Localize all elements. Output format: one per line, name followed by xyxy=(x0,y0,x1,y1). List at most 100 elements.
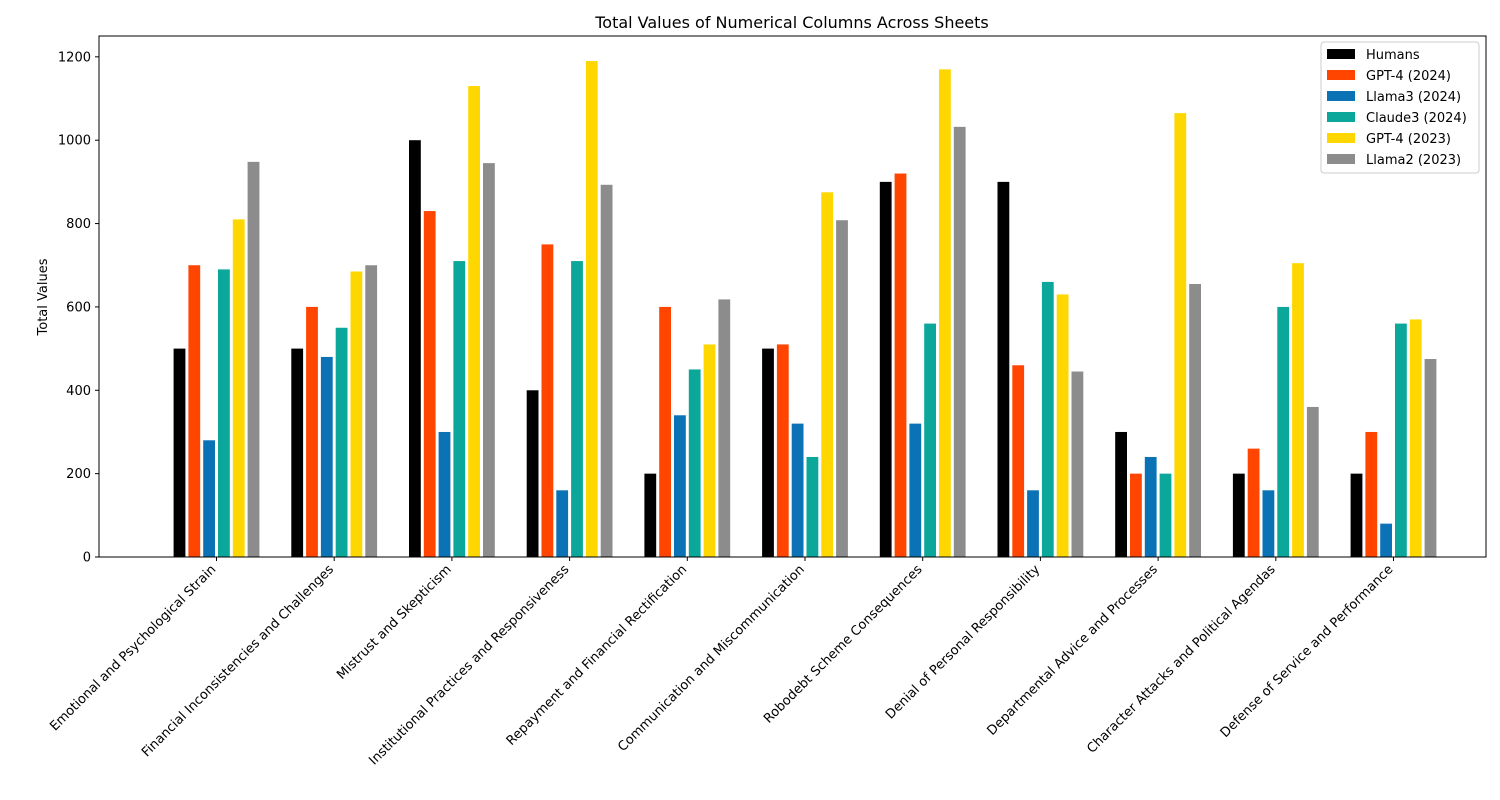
legend-swatch xyxy=(1327,133,1355,143)
legend-swatch xyxy=(1327,91,1355,101)
bar xyxy=(762,348,774,557)
bar xyxy=(438,431,451,557)
legend-swatch xyxy=(1327,112,1355,122)
bar xyxy=(247,161,260,557)
bar xyxy=(365,265,378,557)
legend-label: GPT-4 (2023) xyxy=(1366,132,1451,147)
legend-swatch xyxy=(1327,154,1355,164)
bar xyxy=(468,86,480,558)
legend-label: Humans xyxy=(1366,48,1420,63)
bar xyxy=(659,306,671,557)
y-axis: 0 200 400 600 800 1000 1200 xyxy=(58,50,99,566)
bar xyxy=(526,390,539,557)
bar xyxy=(924,323,936,557)
x-tick-label: Repayment and Financial Rectification xyxy=(504,562,690,748)
bar xyxy=(203,440,215,557)
y-tick-label: 1200 xyxy=(58,50,91,65)
bar xyxy=(232,219,245,557)
bar xyxy=(453,261,466,557)
bars xyxy=(173,61,1437,558)
bar xyxy=(350,271,363,557)
legend-label: GPT-4 (2024) xyxy=(1366,69,1451,84)
legend: Humans GPT-4 (2024) Llama3 (2024) Claude3 (… xyxy=(1320,41,1480,174)
y-tick-label: 200 xyxy=(66,467,91,482)
legend-label: Llama3 (2024) xyxy=(1366,90,1461,105)
bar xyxy=(483,163,495,557)
bar xyxy=(1130,473,1142,557)
y-tick-label: 800 xyxy=(66,217,91,232)
bar xyxy=(1424,359,1437,557)
x-tick-label: Communication and Miscommunication xyxy=(615,562,808,755)
bar xyxy=(1027,490,1039,557)
bar xyxy=(173,348,186,557)
bar xyxy=(703,344,716,557)
bar xyxy=(1306,406,1319,557)
bar xyxy=(1365,431,1378,557)
bar xyxy=(909,423,922,557)
bar xyxy=(585,61,598,557)
bar xyxy=(1380,523,1392,557)
bar xyxy=(674,415,686,557)
bar xyxy=(1350,473,1363,557)
bar xyxy=(879,181,892,557)
bar xyxy=(600,184,613,558)
y-axis-title: Total Values xyxy=(36,258,51,336)
chart-title: Total Values of Numerical Columns Across… xyxy=(594,13,989,32)
bar xyxy=(1174,113,1187,558)
plot-frame xyxy=(98,35,1487,558)
bar xyxy=(953,126,966,558)
bar xyxy=(997,181,1010,557)
x-tick-label: Character Attacks and Political Agendas xyxy=(1084,562,1278,756)
bar xyxy=(1071,371,1084,557)
bar xyxy=(320,356,333,557)
x-tick-label: Mistrust and Skepticism xyxy=(334,562,454,682)
bar xyxy=(1189,284,1201,557)
legend-swatch xyxy=(1327,49,1355,59)
bar xyxy=(291,348,304,557)
bar xyxy=(1012,365,1025,557)
bar xyxy=(821,192,834,558)
bar xyxy=(1232,473,1245,557)
x-tick-label: Financial Inconsistencies and Challenges xyxy=(139,562,337,760)
bar xyxy=(776,344,789,557)
bar xyxy=(791,423,804,557)
bar xyxy=(1409,319,1422,557)
y-tick-label: 1000 xyxy=(58,134,91,149)
y-tick-label: 400 xyxy=(66,384,91,399)
bar xyxy=(1395,323,1407,557)
bar xyxy=(1041,281,1054,557)
bar xyxy=(306,306,318,557)
bar xyxy=(409,140,421,557)
bar xyxy=(1262,490,1275,557)
bar xyxy=(1115,431,1127,557)
bar xyxy=(1159,473,1172,557)
bar xyxy=(688,369,701,557)
bar xyxy=(939,69,951,557)
bar xyxy=(806,456,819,557)
bar xyxy=(894,173,907,558)
y-tick-label: 0 xyxy=(83,551,91,566)
x-axis: Emotional and Psychological StrainFinanc… xyxy=(47,557,1396,768)
bar xyxy=(571,261,583,557)
bar xyxy=(423,211,436,557)
bar xyxy=(218,269,230,557)
legend-label: Llama2 (2023) xyxy=(1366,153,1461,168)
bar xyxy=(1292,263,1304,557)
bar xyxy=(541,244,554,557)
bar xyxy=(335,327,348,557)
legend-box xyxy=(1320,41,1480,174)
legend-swatch xyxy=(1327,70,1355,80)
bar xyxy=(836,220,848,558)
legend-label: Claude3 (2024) xyxy=(1366,111,1467,126)
y-tick-label: 600 xyxy=(66,300,91,315)
bar xyxy=(1056,294,1069,557)
bar xyxy=(556,490,569,557)
bar xyxy=(1277,306,1290,557)
bar xyxy=(188,265,201,557)
bar xyxy=(1144,456,1157,557)
bar xyxy=(1247,448,1260,557)
bar xyxy=(718,299,731,557)
x-tick-label: Institutional Practices and Responsivene… xyxy=(366,562,572,768)
bar xyxy=(644,473,657,557)
